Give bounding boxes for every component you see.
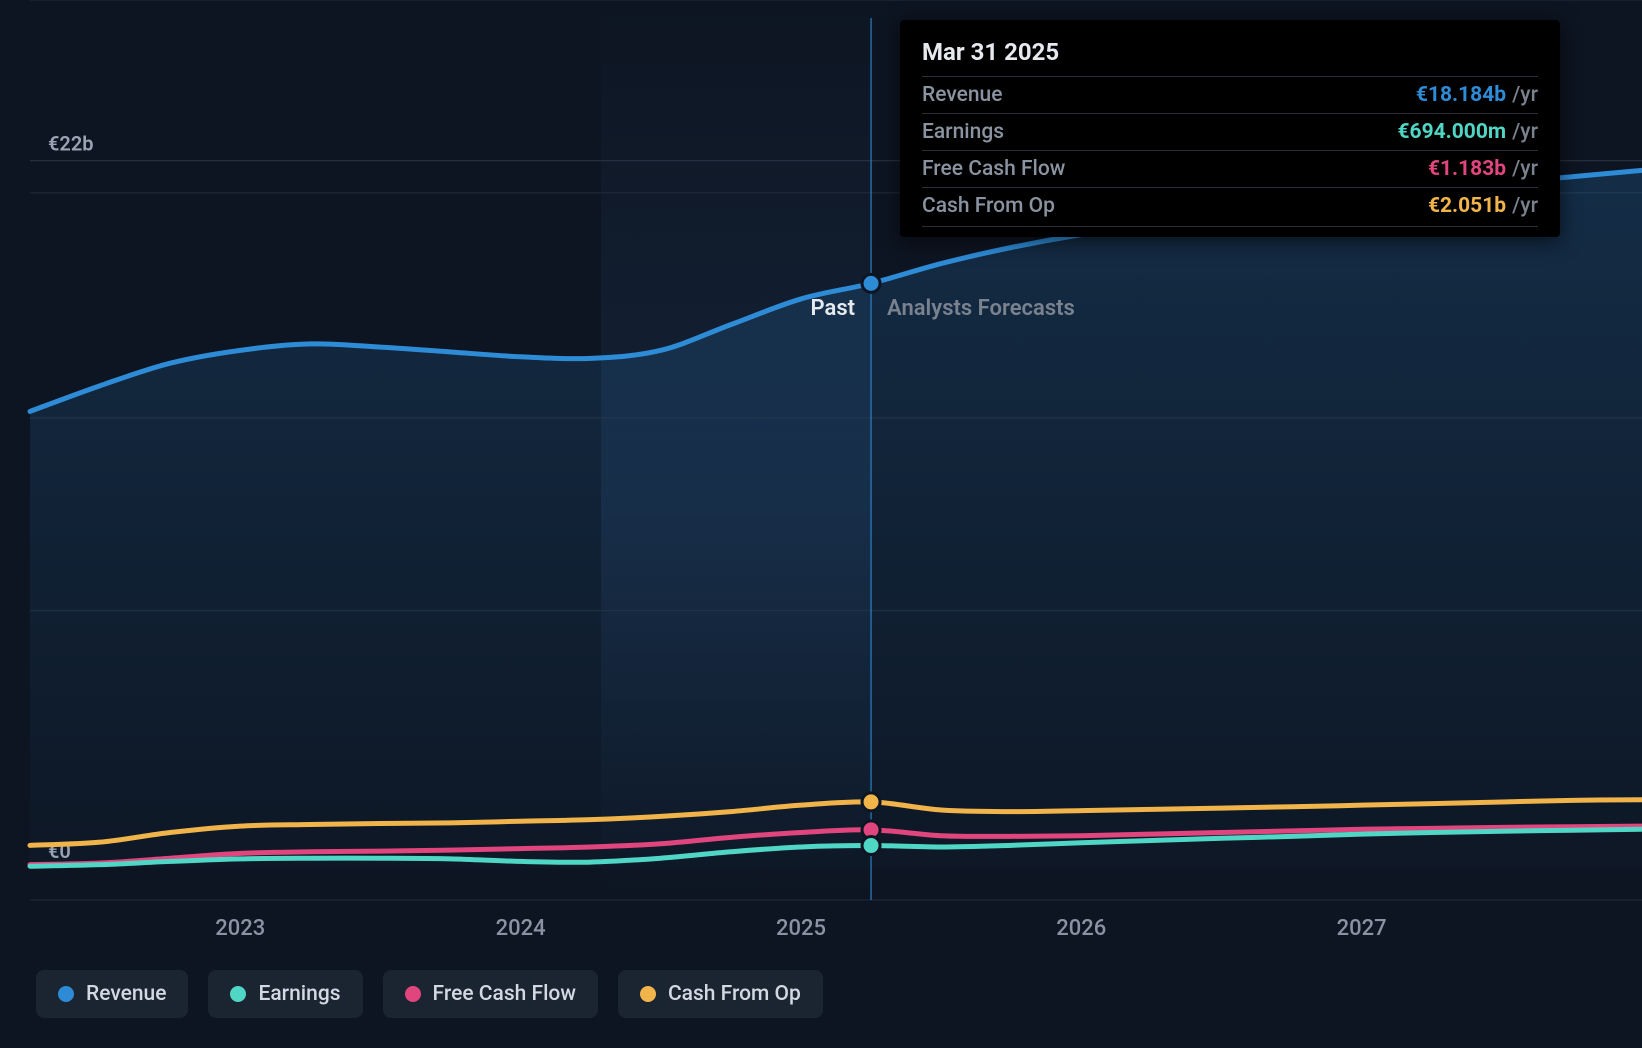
tooltip-date: Mar 31 2025 [922,38,1538,76]
legend-item-free-cash-flow[interactable]: Free Cash Flow [383,970,598,1018]
tooltip-row-label: Free Cash Flow [922,157,1428,181]
tooltip-row-value: €694.000m [1397,120,1506,144]
legend: Revenue Earnings Free Cash Flow Cash From O… [36,970,823,1018]
tooltip-row-value: €18.184b [1416,83,1506,107]
legend-label: Cash From Op [668,982,801,1006]
marker-cash_from_op [862,793,880,811]
x-axis-label: 2026 [1056,916,1106,941]
legend-item-earnings[interactable]: Earnings [208,970,362,1018]
legend-label: Revenue [86,982,166,1006]
x-axis-label: 2023 [215,916,265,941]
marker-revenue [862,274,880,292]
legend-dot [640,986,656,1002]
y-axis-label: €22b [48,132,94,156]
x-axis-label: 2025 [776,916,826,941]
x-axis-label: 2024 [496,916,546,941]
label-forecast: Analysts Forecasts [887,296,1075,321]
x-axis-label: 2027 [1337,916,1387,941]
tooltip-row-unit: /yr [1512,157,1538,181]
legend-dot [230,986,246,1002]
legend-dot [405,986,421,1002]
financial-forecast-chart: €0€22b20232024202520262027PastAnalysts F… [0,0,1642,1048]
tooltip-row-unit: /yr [1512,120,1538,144]
legend-item-cash-from-op[interactable]: Cash From Op [618,970,823,1018]
label-past: Past [811,296,856,321]
tooltip-row: Cash From Op€2.051b/yr [922,187,1538,224]
tooltip-row-value: €2.051b [1428,194,1506,218]
legend-item-revenue[interactable]: Revenue [36,970,188,1018]
legend-label: Free Cash Flow [433,982,576,1006]
tooltip-row-label: Earnings [922,120,1397,144]
legend-dot [58,986,74,1002]
legend-label: Earnings [258,982,340,1006]
tooltip-row: Free Cash Flow€1.183b/yr [922,150,1538,187]
tooltip-row-label: Cash From Op [922,194,1428,218]
tooltip-row-label: Revenue [922,83,1416,107]
tooltip-row-unit: /yr [1512,194,1538,218]
tooltip-row-unit: /yr [1512,83,1538,107]
marker-earnings [862,837,880,855]
tooltip-row: Earnings€694.000m/yr [922,113,1538,150]
tooltip-row: Revenue€18.184b/yr [922,76,1538,113]
hover-tooltip: Mar 31 2025 Revenue€18.184b/yrEarnings€6… [900,20,1560,237]
tooltip-row-value: €1.183b [1428,157,1506,181]
